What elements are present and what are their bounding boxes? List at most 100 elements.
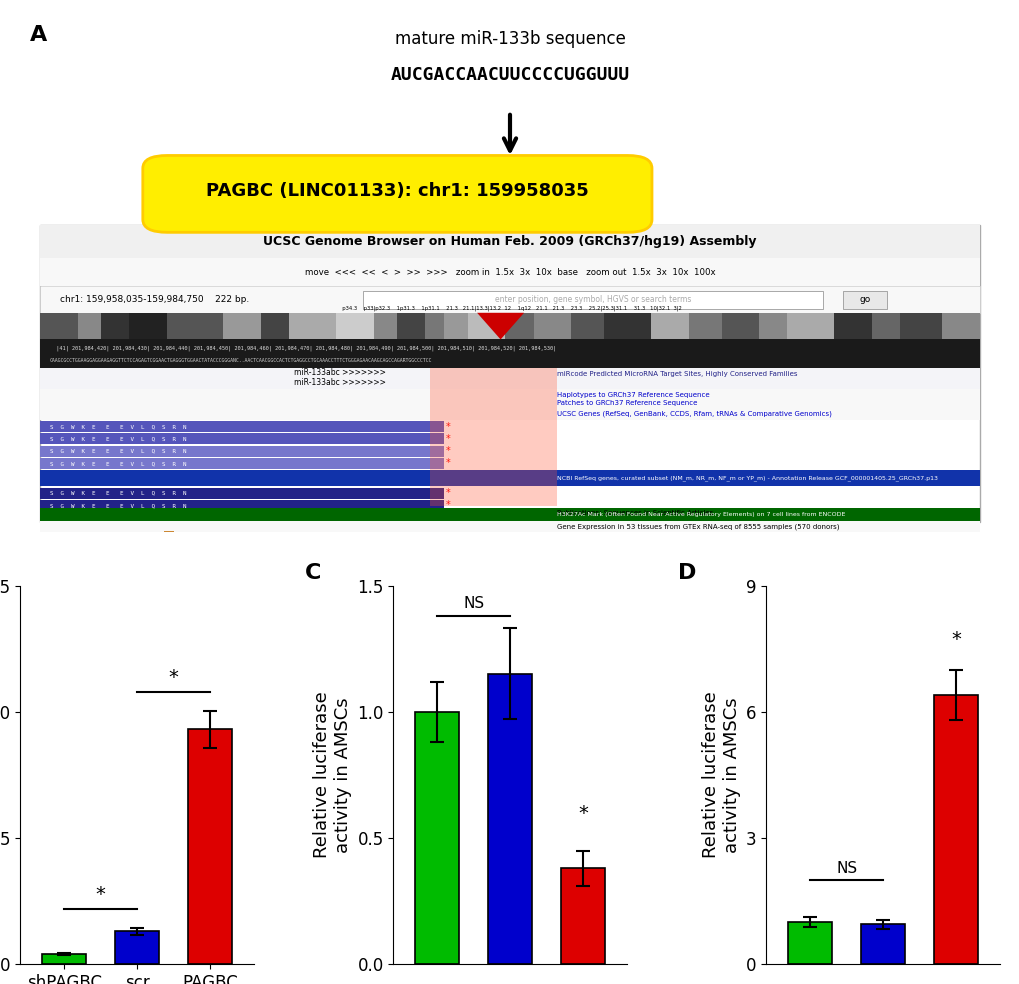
- Bar: [209, 586, 219, 593]
- Bar: [115, 932, 159, 964]
- Bar: [142, 584, 152, 593]
- Bar: [336, 313, 373, 339]
- Bar: [933, 695, 977, 964]
- Bar: [533, 313, 571, 339]
- Bar: [167, 313, 223, 339]
- Bar: [51, 581, 61, 593]
- Bar: [175, 533, 185, 555]
- Bar: [40, 487, 443, 499]
- Bar: [942, 313, 979, 339]
- Bar: [254, 543, 264, 555]
- Bar: [153, 587, 163, 593]
- Text: AUCGACCAACUUCCCCUGGUUU: AUCGACCAACUUCCCCUGGUUU: [390, 66, 629, 84]
- Bar: [175, 569, 185, 593]
- Text: *: *: [578, 804, 587, 823]
- Text: miR-133abc >>>>>>>: miR-133abc >>>>>>>: [293, 368, 385, 378]
- Bar: [85, 546, 96, 555]
- Bar: [142, 536, 152, 555]
- Bar: [488, 674, 531, 964]
- Bar: [363, 290, 822, 309]
- Bar: [40, 596, 979, 603]
- Bar: [164, 569, 174, 593]
- Bar: [40, 470, 979, 486]
- Bar: [276, 570, 287, 593]
- Bar: [186, 572, 197, 593]
- Text: *: *: [445, 434, 450, 444]
- Bar: [62, 579, 72, 593]
- Text: *: *: [96, 885, 105, 903]
- Text: *: *: [168, 667, 178, 687]
- Bar: [842, 290, 887, 309]
- Text: miR-133abc >>>>>>>: miR-133abc >>>>>>>: [293, 378, 385, 387]
- Bar: [130, 538, 141, 555]
- Text: *: *: [445, 446, 450, 457]
- Bar: [40, 446, 443, 457]
- Bar: [40, 421, 443, 432]
- Bar: [223, 313, 261, 339]
- Polygon shape: [477, 313, 524, 339]
- Bar: [231, 580, 242, 593]
- Text: UCSC Genes (RefSeq, GenBank, CCDS, Rfam, tRNAs & Comparative Genomics): UCSC Genes (RefSeq, GenBank, CCDS, Rfam,…: [556, 411, 832, 417]
- Bar: [73, 573, 85, 593]
- Bar: [231, 539, 242, 555]
- Text: *: *: [445, 421, 450, 432]
- Text: Patches to GRCh37 Reference Sequence: Patches to GRCh37 Reference Sequence: [556, 400, 697, 406]
- Bar: [40, 408, 979, 420]
- Bar: [40, 509, 200, 518]
- Text: NS: NS: [836, 861, 856, 876]
- Bar: [40, 368, 979, 389]
- Bar: [40, 313, 979, 339]
- Bar: [425, 313, 443, 339]
- Y-axis label: Relative luciferase
activity in AMSCs: Relative luciferase activity in AMSCs: [701, 692, 740, 858]
- Text: A: A: [31, 25, 48, 45]
- Bar: [40, 224, 979, 258]
- Bar: [108, 547, 118, 555]
- Text: enter position, gene symbol, HGVS or search terms: enter position, gene symbol, HGVS or sea…: [494, 295, 691, 304]
- Text: S  G  W  K  E   E   E  V  L  Q  S  R  N: S G W K E E E V L Q S R N: [50, 449, 186, 454]
- Bar: [899, 313, 942, 339]
- Bar: [650, 313, 688, 339]
- Bar: [254, 579, 264, 593]
- Text: *: *: [445, 501, 450, 511]
- Text: *: *: [445, 488, 450, 498]
- Text: *: *: [950, 630, 960, 648]
- Text: |41| 201,984,420| 201,984,430| 201,984,440| 201,984,450| 201,984,460| 201,984,47: |41| 201,984,420| 201,984,430| 201,984,4…: [50, 345, 555, 350]
- Bar: [73, 538, 85, 555]
- Bar: [40, 286, 979, 313]
- Bar: [101, 313, 129, 339]
- Y-axis label: Relative luciferase
activity in AMSCs: Relative luciferase activity in AMSCs: [313, 692, 352, 858]
- Text: go: go: [859, 295, 870, 304]
- Bar: [40, 559, 979, 595]
- Bar: [787, 313, 834, 339]
- Text: miRcode Predicted MicroRNA Target Sites, Highly Conserved Families: miRcode Predicted MicroRNA Target Sites,…: [556, 371, 797, 377]
- Bar: [164, 531, 174, 555]
- Bar: [198, 545, 208, 555]
- Text: *: *: [445, 459, 450, 468]
- Bar: [265, 537, 276, 555]
- Text: Haplotypes to GRCh37 Reference Sequence: Haplotypes to GRCh37 Reference Sequence: [556, 392, 709, 398]
- Bar: [560, 868, 604, 964]
- Text: S  G  W  K  E   E   E  V  L  Q  S  R  N: S G W K E E E V L Q S R N: [50, 436, 186, 442]
- Text: PAGBC (LINC01133): chr1: 159958035: PAGBC (LINC01133): chr1: 159958035: [206, 182, 588, 201]
- Bar: [265, 587, 276, 593]
- Text: p34.3    p33|p32.3    1p31.3    1p31.1    21.3   21.1|13.3|13.2  12    1q12   21: p34.3 p33|p32.3 1p31.3 1p31.1 21.3 21.1|…: [338, 306, 681, 311]
- Bar: [443, 313, 468, 339]
- Text: mature miR-133b sequence: mature miR-133b sequence: [394, 30, 625, 48]
- Bar: [62, 535, 72, 555]
- Bar: [243, 585, 253, 593]
- Bar: [209, 545, 219, 555]
- Text: S  G  W  K  E   E   E  V  L  Q  S  R  N: S G W K E E E V L Q S R N: [50, 491, 186, 496]
- Text: D: D: [678, 563, 696, 583]
- Bar: [40, 313, 77, 339]
- Bar: [603, 313, 650, 339]
- Bar: [198, 583, 208, 593]
- Bar: [758, 313, 787, 339]
- Text: CAAGCGCCTGGAAGGAGGAAGAGGTTCTCCAGAGTCGGAACTGAGGGTGGAACTATACCCGGGANC..AACTCAACGGCC: CAAGCGCCTGGAAGGAGGAAGAGGTTCTCCAGAGTCGGAA…: [50, 358, 432, 363]
- Bar: [688, 313, 720, 339]
- Bar: [504, 313, 533, 339]
- Bar: [288, 313, 336, 339]
- Bar: [40, 500, 443, 511]
- Text: move  <<<  <<  <  >  >>  >>>   zoom in  1.5x  3x  10x  base   zoom out  1.5x  3x: move <<< << < > >> >>> zoom in 1.5x 3x 1…: [305, 268, 714, 277]
- Text: S  G  W  K  E   E   E  V  L  Q  S  R  N: S G W K E E E V L Q S R N: [50, 503, 186, 508]
- Bar: [834, 313, 871, 339]
